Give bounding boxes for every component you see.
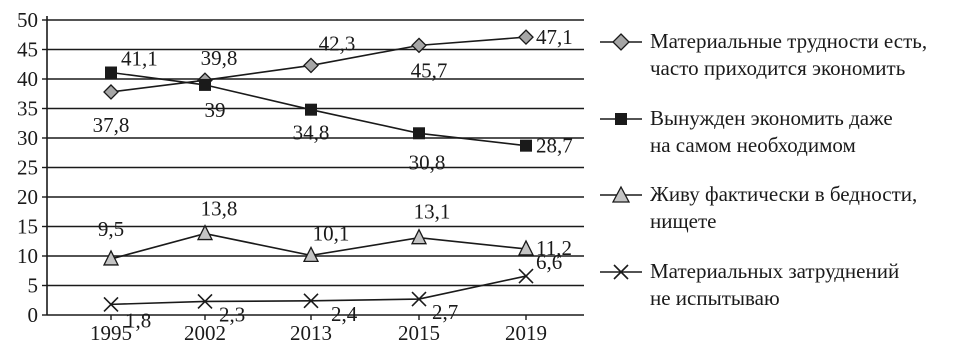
- x-tick-label: 1995: [90, 321, 132, 345]
- legend-label-line: Материальные трудности есть,: [650, 29, 928, 53]
- y-tick-label: 40: [17, 67, 38, 91]
- cross-marker: [411, 291, 427, 307]
- diamond-marker: [518, 29, 534, 46]
- y-tick-label: 10: [17, 244, 38, 268]
- data-label: 28,7: [536, 134, 573, 158]
- diamond-marker: [303, 57, 319, 74]
- y-tick-label: 45: [17, 38, 38, 62]
- series-square: [105, 66, 532, 152]
- cross-stroke: [197, 293, 213, 309]
- axes: [42, 16, 584, 320]
- data-label: 1,8: [125, 308, 151, 332]
- series-line: [110, 275, 527, 306]
- legend-label-line: часто приходится экономить: [650, 56, 906, 80]
- data-label: 34,8: [293, 121, 330, 145]
- series-layer: [102, 29, 535, 312]
- y-tick-label: 25: [17, 156, 38, 180]
- cross-marker-icon: [600, 264, 642, 280]
- data-label: 2,4: [331, 302, 358, 326]
- data-labels: 37,8 39,8 42,3 45,7 47,1 41,1 39 34,8 30,8 28,7 9,…: [93, 25, 573, 332]
- x-tick-label: 2013: [290, 321, 332, 345]
- legend-label-line: не испытываю: [650, 286, 780, 310]
- data-label: 9,5: [98, 217, 124, 241]
- data-label: 37,8: [93, 113, 130, 137]
- legend: Материальные трудности есть, часто прихо…: [598, 0, 969, 346]
- square-marker: [413, 127, 425, 140]
- data-label: 39,8: [201, 46, 238, 70]
- data-label: 30,8: [409, 150, 446, 174]
- triangle-marker: [196, 224, 214, 241]
- legend-label: Материальные трудности есть, часто прихо…: [650, 28, 968, 82]
- y-tick-label: 15: [17, 215, 38, 239]
- cross-stroke: [303, 293, 319, 309]
- triangle-marker: [102, 249, 120, 266]
- square-marker: [520, 139, 532, 152]
- cross-marker: [303, 293, 319, 309]
- y-tick-label: 50: [17, 8, 38, 32]
- legend-label: Живу фактически в бедности, нищете: [650, 181, 968, 235]
- triangle-marker-icon: [600, 185, 642, 203]
- data-label: 10,1: [313, 221, 350, 245]
- y-tick-label: 0: [28, 303, 39, 327]
- data-label: 41,1: [121, 47, 158, 71]
- cross-stroke: [411, 291, 427, 307]
- legend-label-line: на самом необходимом: [650, 133, 856, 157]
- data-label: 2,3: [219, 302, 245, 326]
- diamond-marker: [103, 84, 119, 100]
- data-label: 6,6: [536, 250, 562, 274]
- x-tick-label: 2015: [398, 321, 440, 345]
- square-marker-icon: [600, 113, 642, 125]
- data-label: 39: [205, 98, 226, 122]
- y-tick-labels: 0 5 10 15 20 25 30 35 40 45 50: [17, 8, 38, 327]
- legend-label-line: нищете: [650, 209, 717, 233]
- y-tick-label: 20: [17, 185, 38, 209]
- legend-label-line: Материальных затруднений: [650, 259, 900, 283]
- series-triangle: [102, 224, 535, 266]
- square-marker: [105, 66, 117, 79]
- diamond-marker: [411, 37, 427, 54]
- cross-marker: [518, 268, 534, 284]
- y-tick-label: 30: [17, 126, 38, 150]
- legend-label: Материальных затруднений не испытываю: [650, 258, 968, 312]
- data-label: 42,3: [319, 31, 356, 55]
- series-cross: [103, 268, 534, 312]
- y-tick-label: 5: [28, 274, 39, 298]
- triangle-marker: [517, 239, 535, 256]
- data-label: 11,2: [536, 236, 572, 260]
- x-tick-label: 2019: [505, 321, 547, 345]
- data-label: 13,8: [201, 197, 238, 221]
- cross-stroke: [103, 296, 119, 312]
- square-marker: [199, 78, 211, 91]
- grid-lines: [47, 19, 584, 287]
- triangle-marker: [302, 245, 320, 263]
- cross-marker: [197, 293, 213, 309]
- y-tick-label: 35: [17, 97, 38, 121]
- data-label: 47,1: [536, 25, 573, 49]
- line-chart: 0 5 10 15 20 25 30 35 40 45 50 1995 2002 2013 2015 201…: [17, 8, 584, 345]
- data-label: 45,7: [411, 58, 448, 82]
- legend-label-line: Живу фактически в бедности,: [650, 182, 918, 206]
- square-marker: [305, 103, 317, 116]
- data-label: 13,1: [414, 200, 451, 224]
- legend-label: Вынужден экономить даже на самом необход…: [650, 105, 968, 159]
- cross-marker: [103, 296, 119, 312]
- diamond-marker-icon: [600, 33, 642, 51]
- x-tick-labels: 1995 2002 2013 2015 2019: [90, 321, 547, 345]
- legend-label-line: Вынужден экономить даже: [650, 106, 893, 130]
- cross-stroke: [518, 268, 534, 284]
- data-label: 2,7: [432, 300, 458, 324]
- x-tick-label: 2002: [184, 321, 226, 345]
- triangle-marker: [410, 228, 428, 245]
